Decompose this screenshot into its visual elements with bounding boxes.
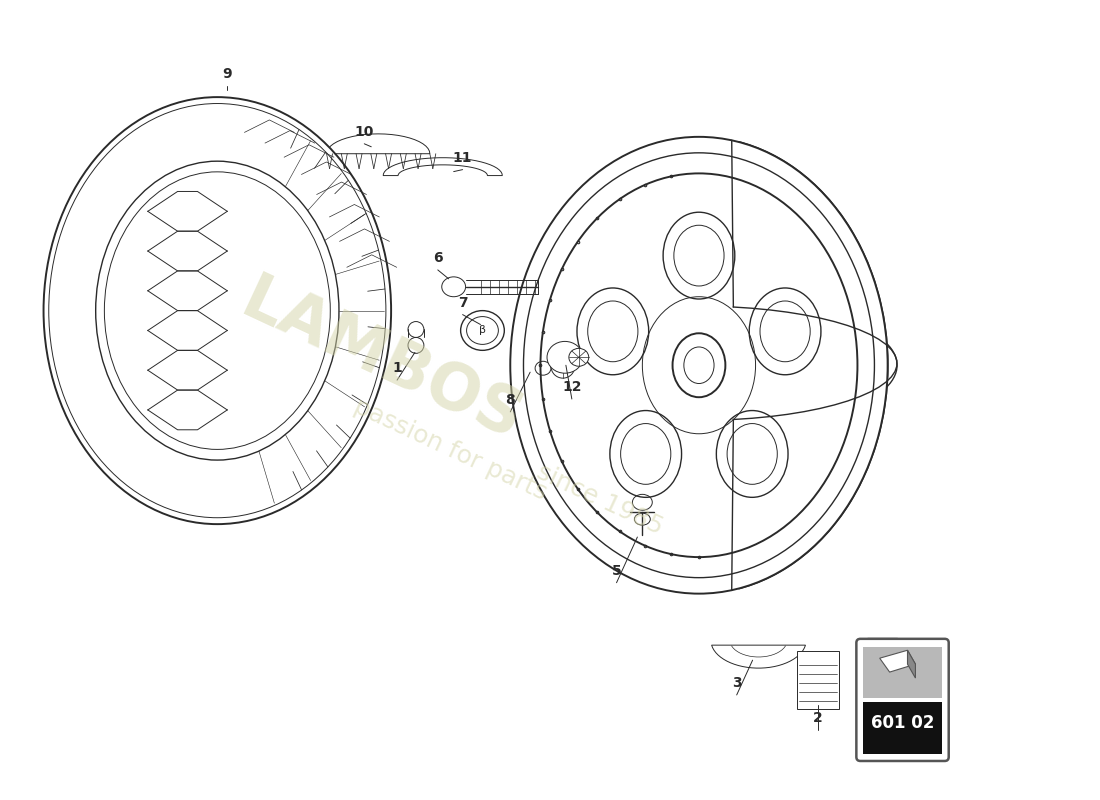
- Text: 7: 7: [458, 296, 468, 310]
- Text: β: β: [478, 326, 486, 335]
- Polygon shape: [712, 645, 805, 668]
- Bar: [864, 702, 942, 754]
- Ellipse shape: [461, 310, 504, 350]
- Text: 8: 8: [505, 393, 515, 407]
- Polygon shape: [880, 650, 915, 672]
- Text: 2: 2: [813, 710, 823, 725]
- Ellipse shape: [609, 410, 682, 498]
- Text: 9: 9: [222, 67, 232, 82]
- Polygon shape: [908, 650, 915, 678]
- FancyBboxPatch shape: [857, 639, 948, 761]
- Ellipse shape: [547, 342, 583, 373]
- Text: 601 02: 601 02: [871, 714, 934, 732]
- Ellipse shape: [510, 137, 888, 594]
- Text: 10: 10: [354, 125, 374, 139]
- Polygon shape: [531, 356, 556, 380]
- Ellipse shape: [551, 354, 575, 378]
- Text: 3: 3: [732, 676, 741, 690]
- Text: 5: 5: [612, 564, 621, 578]
- Polygon shape: [868, 638, 902, 678]
- Bar: [864, 646, 942, 698]
- Text: 6: 6: [433, 251, 442, 265]
- Ellipse shape: [672, 334, 725, 398]
- Text: 4: 4: [883, 683, 892, 697]
- Ellipse shape: [44, 97, 392, 524]
- Text: 1: 1: [393, 362, 402, 375]
- Polygon shape: [327, 134, 430, 154]
- Text: passion for parts: passion for parts: [350, 394, 551, 505]
- FancyBboxPatch shape: [798, 651, 839, 709]
- Ellipse shape: [663, 212, 735, 299]
- Polygon shape: [383, 158, 503, 175]
- Ellipse shape: [578, 288, 649, 374]
- Ellipse shape: [716, 410, 788, 498]
- Ellipse shape: [442, 277, 465, 297]
- Ellipse shape: [569, 348, 589, 366]
- Text: LAMBOS: LAMBOS: [231, 268, 531, 452]
- Ellipse shape: [749, 288, 821, 374]
- Text: 11: 11: [453, 150, 472, 165]
- Text: since 1985: since 1985: [532, 459, 667, 539]
- Text: 12: 12: [562, 380, 582, 394]
